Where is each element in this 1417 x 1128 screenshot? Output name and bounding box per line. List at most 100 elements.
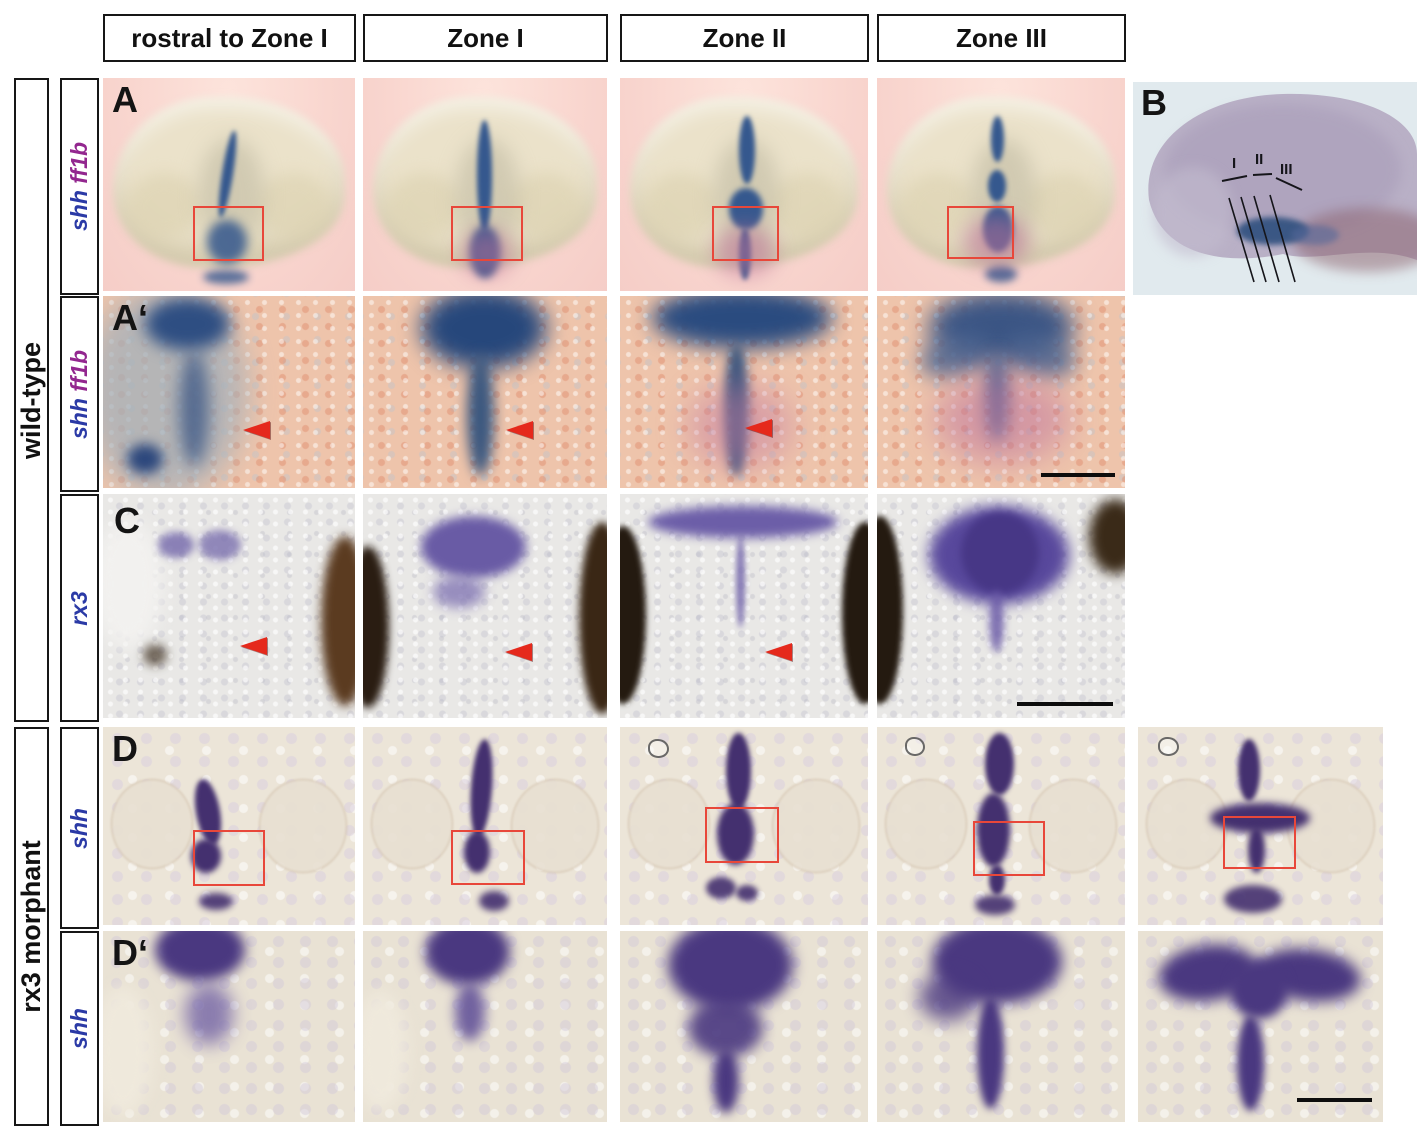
rx3-stain (648, 506, 838, 538)
rx3-stain (158, 532, 194, 558)
zone-tick-line (1275, 177, 1303, 191)
red-arrowhead (243, 421, 270, 439)
column-header-label: Zone II (702, 22, 787, 53)
shh-stain (991, 116, 1004, 162)
rx3-stain (961, 512, 1039, 594)
panel-a-prime-zone-ii (620, 296, 868, 488)
column-header-zone-iii: Zone III (877, 14, 1126, 62)
gene-shh: shh (66, 1008, 93, 1049)
panel-d-prime-zone-ii (620, 931, 868, 1122)
gene-label: shh ff1b (66, 349, 93, 438)
column-header-label: rostral to Zone I (131, 22, 328, 53)
panel-a-prime-zone-iii (877, 296, 1125, 488)
red-arrowhead (506, 421, 533, 439)
panel-a-rostral-to-zone-i: A (103, 78, 355, 291)
panel-c-zone-iii (877, 494, 1125, 718)
shh-stain (736, 885, 758, 901)
shh-stain (1224, 885, 1282, 913)
red-arrowhead (745, 419, 772, 437)
panel-a-zone-iii (877, 78, 1125, 291)
shh-stain (1248, 827, 1265, 873)
shh-stain (145, 298, 230, 350)
group-label-rx3-morphant: rx3 morphant (14, 727, 49, 1126)
gene-label-box-row-d-prime: shh (60, 931, 99, 1126)
gene-label-box-row-d: shh (60, 727, 99, 929)
panel-letter: A (112, 79, 138, 120)
rx3-stain (199, 530, 241, 560)
stain-patch (1237, 217, 1309, 245)
red-inset-box (947, 206, 1014, 259)
red-arrowhead (765, 643, 792, 661)
tissue-lobe (257, 173, 331, 239)
rx3-stain (989, 590, 1004, 652)
rx3-stain (421, 516, 526, 578)
panel-c-zone-i (363, 494, 607, 718)
gene-shh: shh (66, 807, 93, 849)
zone-numeral: II (1255, 151, 1263, 168)
shh-stain (988, 170, 1006, 202)
pigment-wedge (579, 522, 607, 714)
shh-stain (975, 895, 1015, 915)
panel-b-lateral-view: I II III B (1133, 82, 1417, 295)
panel-d-prime-zone-iii (877, 931, 1125, 1122)
shh-stain (464, 831, 490, 873)
group-label-text: rx3 morphant (16, 840, 47, 1013)
column-header-label: Zone III (956, 22, 1047, 53)
tissue-lobe (644, 173, 718, 239)
tissue-gap (103, 986, 153, 1116)
shh-stain (729, 188, 763, 230)
panel-letter: C (114, 500, 140, 541)
shh-stain (717, 803, 754, 865)
red-inset-box (451, 830, 525, 885)
ff1b-stain (963, 216, 1029, 268)
shh-stain (479, 891, 509, 911)
shh-stain (652, 296, 832, 348)
shh-stain (985, 733, 1014, 795)
shh-stain (155, 931, 245, 981)
zone-tick-line (1221, 175, 1248, 182)
shh-stain (985, 266, 1017, 282)
section-plane-line (1240, 196, 1267, 283)
red-inset-box (193, 830, 265, 886)
gene-shh: shh (66, 190, 92, 232)
red-arrowhead (240, 637, 267, 655)
panel-d-rostral-to-zone-i: D (103, 727, 355, 925)
pigment-spot (143, 644, 167, 666)
ff1b-stain (935, 374, 1070, 464)
eye-region (111, 779, 193, 869)
gene-ff1b: ff1b (66, 349, 92, 392)
shh-stain (179, 351, 209, 466)
red-inset-box (712, 206, 779, 261)
eye-region (371, 779, 453, 869)
tissue-gap (103, 519, 163, 649)
group-label-text: wild-type (16, 341, 47, 459)
shh-stain (425, 931, 510, 985)
pigment-wedge (1089, 499, 1125, 574)
shh-stain (706, 877, 736, 899)
rx3-stain (736, 536, 745, 628)
shh-stain (185, 983, 233, 1045)
panel-c-rostral-to-zone-i: C (103, 494, 355, 718)
panel-c-zone-ii (620, 494, 868, 718)
red-inset-box (705, 807, 779, 863)
section-plane-line (1228, 197, 1255, 283)
shh-stain (1210, 803, 1310, 833)
column-header-zone-i: Zone I (363, 14, 608, 62)
gene-label: shh (66, 808, 93, 849)
scale-bar (1017, 702, 1113, 706)
shh-stain (207, 220, 247, 264)
panel-letter: A‘ (112, 297, 148, 338)
shh-stain (1237, 1015, 1264, 1111)
red-inset-box (193, 206, 264, 261)
shh-stain (203, 270, 249, 284)
tissue-lobe (127, 173, 201, 239)
eye-region (259, 779, 347, 873)
gene-label: shh ff1b (66, 142, 93, 231)
gene-label: rx3 (66, 591, 93, 626)
tissue-gap (363, 991, 408, 1111)
embryo-lateral-view: I II III (1133, 82, 1417, 295)
shh-stain (713, 1049, 739, 1113)
zone-numeral: III (1280, 161, 1293, 178)
pigment-wedge (842, 522, 868, 704)
